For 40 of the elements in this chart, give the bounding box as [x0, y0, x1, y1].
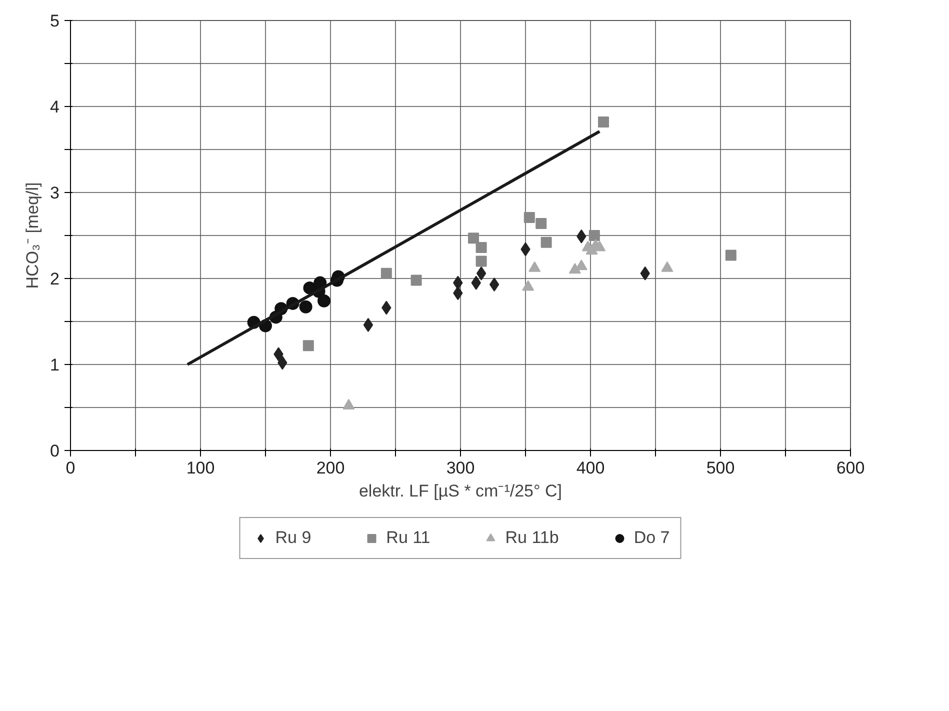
- legend-label: Do 7: [634, 528, 670, 548]
- y-tick-label: 1: [50, 356, 60, 374]
- point: [588, 230, 600, 241]
- point: [725, 250, 736, 261]
- point: [598, 116, 609, 128]
- point: [476, 256, 487, 267]
- point: [661, 261, 674, 272]
- legend-label: Ru 11: [386, 528, 430, 548]
- point: [522, 280, 534, 291]
- y-tick-label: 0: [50, 442, 60, 460]
- point: [363, 318, 374, 332]
- point: [318, 294, 330, 308]
- y-tick-label: 2: [50, 270, 60, 288]
- y-tick-label: 5: [50, 12, 60, 30]
- point: [524, 212, 535, 223]
- y-axis-title: HCO₃⁻ [meq/l]: [23, 182, 42, 289]
- point: [489, 278, 500, 292]
- point: [476, 266, 486, 280]
- point: [302, 340, 314, 352]
- x-tick-label: 300: [446, 458, 475, 478]
- point: [380, 268, 392, 279]
- point: [528, 261, 541, 272]
- point: [594, 240, 606, 252]
- point: [299, 300, 312, 314]
- x-tick-label: 500: [706, 458, 735, 478]
- y-tick-label: 3: [50, 184, 60, 202]
- x-tick-label: 0: [66, 458, 76, 478]
- point: [476, 242, 487, 254]
- legend-label: Ru 11b: [505, 528, 559, 548]
- x-tick-label: 100: [186, 458, 215, 478]
- x-axis-title: elektr. LF [µS * cm⁻¹/25° C]: [358, 482, 562, 500]
- point: [468, 232, 479, 244]
- y-tick-label: 4: [50, 98, 60, 116]
- point: [536, 218, 547, 229]
- x-tick-label: 400: [576, 458, 605, 478]
- x-tick-label: 200: [316, 458, 345, 478]
- x-tick-label: 600: [836, 458, 865, 478]
- legend-label: Ru 9: [275, 528, 312, 548]
- point: [540, 236, 552, 248]
- point: [410, 274, 422, 286]
